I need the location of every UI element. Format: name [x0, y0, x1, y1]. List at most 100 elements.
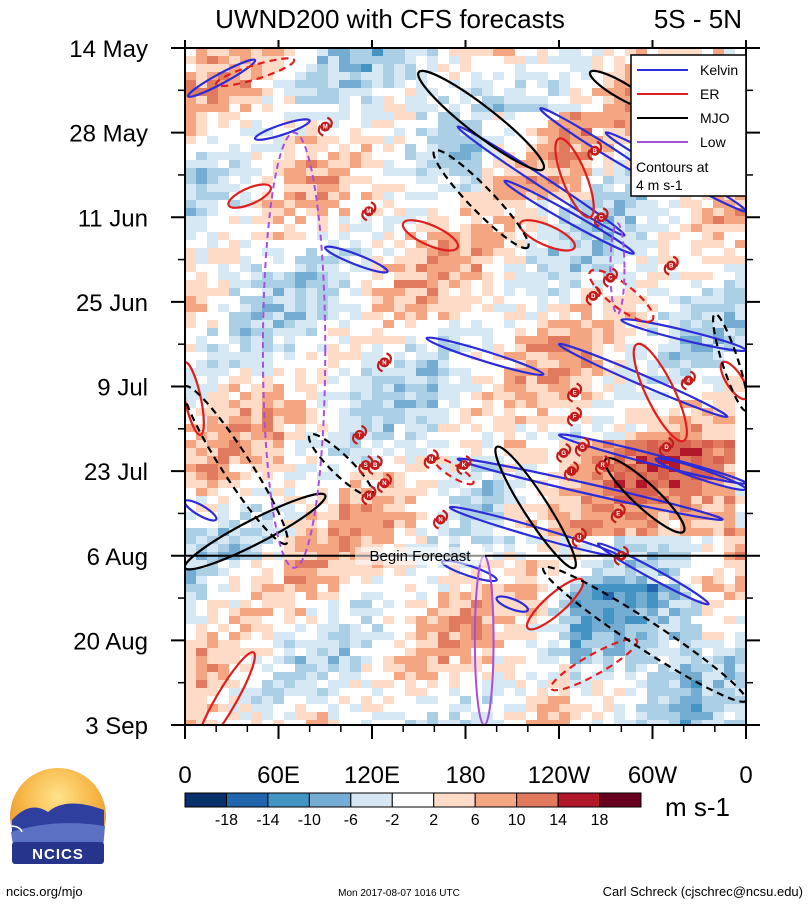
- heat-cell: [394, 312, 406, 321]
- heat-cell: [526, 512, 538, 521]
- colorbar-tick-label: 10: [508, 812, 526, 829]
- heat-cell: [669, 680, 681, 689]
- heat-cell: [427, 208, 439, 217]
- heat-cell: [526, 368, 538, 377]
- heat-cell: [735, 248, 746, 257]
- heat-cell: [196, 464, 208, 473]
- heat-cell: [548, 112, 560, 121]
- heat-cell: [636, 400, 648, 409]
- heat-cell: [372, 600, 384, 609]
- heat-cell: [328, 312, 340, 321]
- heat-cell: [196, 232, 208, 241]
- heat-cell: [306, 128, 318, 137]
- heat-cell: [691, 408, 703, 417]
- heat-cell: [218, 152, 230, 161]
- heat-cell: [460, 480, 472, 489]
- heat-cell: [416, 664, 428, 673]
- heat-cell: [713, 560, 725, 569]
- heat-cell: [240, 624, 252, 633]
- heat-cell: [691, 704, 703, 713]
- heat-cell: [449, 160, 461, 169]
- heat-cell: [427, 72, 439, 81]
- heat-cell: [504, 336, 516, 345]
- colorbar-swatch: [391, 792, 435, 808]
- heat-cell: [680, 536, 692, 545]
- heat-cell: [526, 288, 538, 297]
- heat-cell: [493, 632, 505, 641]
- heat-cell: [383, 656, 395, 665]
- heat-cell: [581, 224, 593, 233]
- heat-cell: [416, 120, 428, 129]
- heat-cell: [515, 496, 527, 505]
- heat-cell: [185, 136, 197, 145]
- heat-cell: [350, 392, 362, 401]
- heat-cell: [185, 160, 197, 169]
- heat-cell: [383, 256, 395, 265]
- heat-cell: [493, 104, 505, 113]
- heat-cell: [328, 280, 340, 289]
- heat-cell: [724, 520, 736, 529]
- heat-cell: [306, 704, 318, 713]
- heat-cell: [284, 296, 296, 305]
- heat-cell: [295, 176, 307, 185]
- footer-website[interactable]: ncics.org/mjo: [6, 884, 83, 899]
- heat-cell: [317, 216, 329, 225]
- heat-cell: [460, 56, 472, 65]
- heat-cell: [383, 200, 395, 209]
- heat-cell: [350, 376, 362, 385]
- heat-cell: [603, 488, 615, 497]
- heat-cell: [394, 184, 406, 193]
- heat-cell: [207, 296, 219, 305]
- heat-cell: [262, 512, 274, 521]
- heat-cell: [240, 704, 252, 713]
- heat-cell: [537, 208, 549, 217]
- heat-cell: [218, 120, 230, 129]
- heat-cell: [438, 688, 450, 697]
- heat-cell: [185, 152, 197, 161]
- heat-cell: [207, 680, 219, 689]
- heat-cell: [251, 416, 263, 425]
- heat-cell: [284, 536, 296, 545]
- heat-cell: [636, 408, 648, 417]
- heat-cell: [251, 544, 263, 553]
- heat-cell: [207, 536, 219, 545]
- heat-cell: [339, 600, 351, 609]
- heat-cell: [262, 176, 274, 185]
- storm-dot: [605, 272, 616, 283]
- colorbar-tick-label: 18: [591, 812, 609, 829]
- heat-cell: [339, 320, 351, 329]
- storm-dot: [558, 447, 569, 458]
- heat-cell: [735, 296, 746, 305]
- heat-cell: [229, 400, 241, 409]
- storm-dot: [566, 466, 577, 477]
- heat-cell: [537, 320, 549, 329]
- heat-cell: [218, 224, 230, 233]
- heat-cell: [625, 504, 637, 513]
- heat-cell: [339, 312, 351, 321]
- heat-cell: [372, 48, 384, 57]
- heat-cell: [218, 424, 230, 433]
- heat-cell: [372, 456, 384, 465]
- heat-cell: [669, 400, 681, 409]
- heat-cell: [647, 664, 659, 673]
- heat-cell: [361, 656, 373, 665]
- heat-cell: [735, 240, 746, 249]
- heat-cell: [339, 112, 351, 121]
- heat-cell: [295, 544, 307, 553]
- heat-cell: [273, 544, 285, 553]
- heat-cell: [702, 608, 714, 617]
- heat-cell: [361, 296, 373, 305]
- heat-cell: [317, 112, 329, 121]
- heat-cell: [702, 328, 714, 337]
- heat-cell: [449, 368, 461, 377]
- heat-cell: [306, 608, 318, 617]
- heat-cell: [273, 392, 285, 401]
- y-tick-label: 14 May: [69, 36, 148, 63]
- heat-cell: [207, 632, 219, 641]
- heat-cell: [273, 304, 285, 313]
- heat-cell: [647, 680, 659, 689]
- heat-cell: [207, 176, 219, 185]
- heat-cell: [218, 536, 230, 545]
- heat-cell: [614, 264, 626, 273]
- heat-cell: [262, 400, 274, 409]
